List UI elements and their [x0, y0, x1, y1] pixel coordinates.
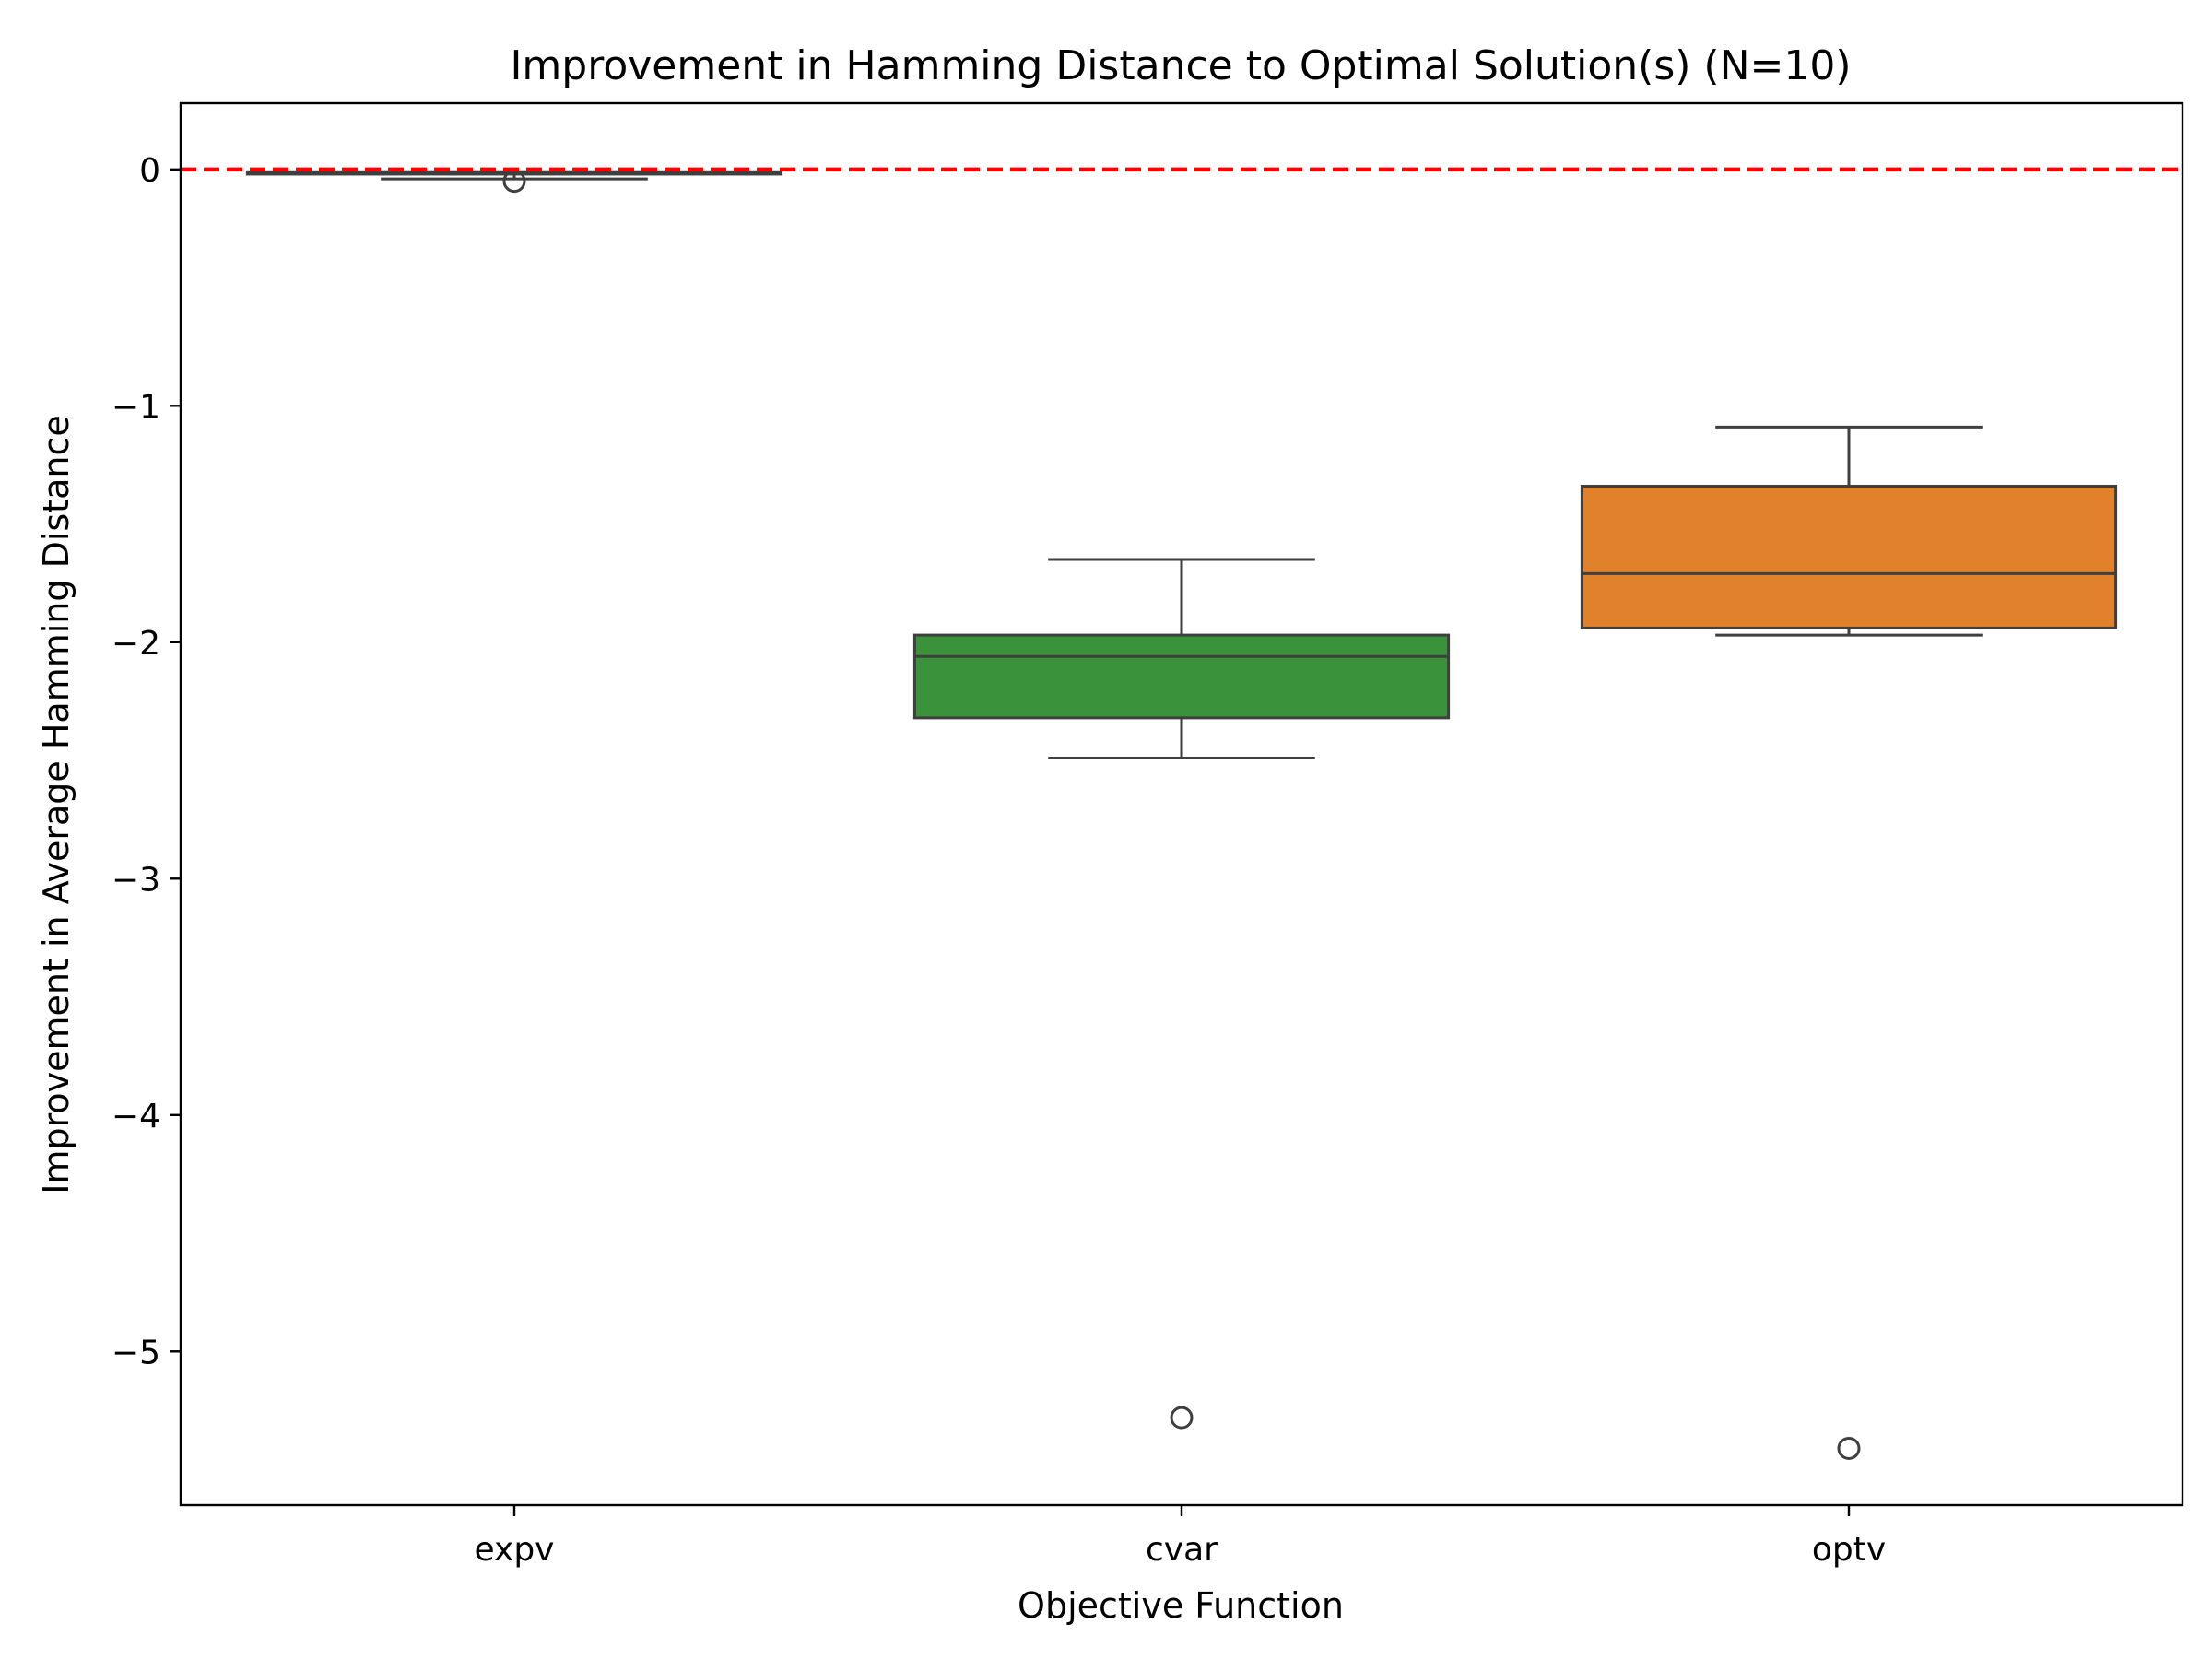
interquartile-box: [1580, 485, 2118, 629]
box-optv: [1580, 425, 2118, 1460]
y-axis-label: Improvement in Average Hamming Distance: [36, 415, 76, 1194]
y-tick-label: −3: [112, 861, 160, 899]
y-tick-label: −1: [112, 388, 160, 426]
x-tick-label: cvar: [1146, 1531, 1218, 1569]
x-tick-label: expv: [475, 1531, 555, 1569]
y-tick-label: 0: [139, 152, 160, 190]
outlier-point: [1170, 1406, 1194, 1430]
chart-title: Improvement in Hamming Distance to Optim…: [510, 42, 1851, 89]
box-cvar: [912, 558, 1451, 1430]
x-axis-label: Objective Function: [1018, 1585, 1344, 1626]
interquartile-box: [912, 633, 1451, 720]
x-tick-label: optv: [1812, 1531, 1886, 1569]
x-axis: expv cvar optv: [475, 1505, 1886, 1569]
plot-area: [181, 167, 2183, 1460]
y-axis: 0 −1 −2 −3 −4 −5: [112, 152, 181, 1371]
outlier-point: [1837, 1436, 1861, 1460]
y-tick-label: −5: [112, 1334, 160, 1371]
y-tick-label: −2: [112, 625, 160, 663]
y-tick-label: −4: [112, 1098, 160, 1135]
box-expv: [245, 170, 783, 194]
